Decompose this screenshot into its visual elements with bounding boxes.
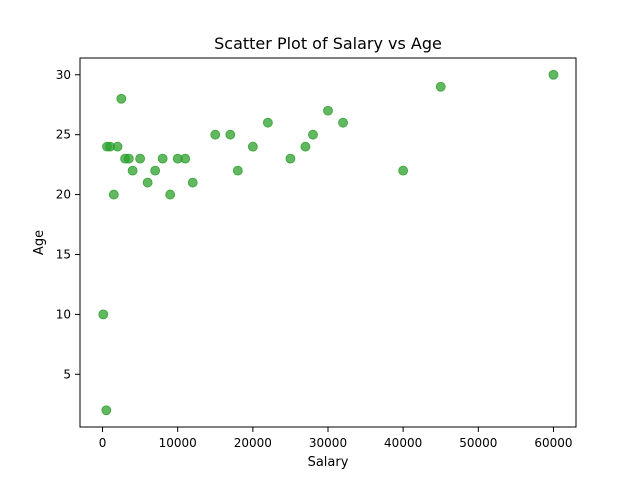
y-axis-label: Age (32, 230, 47, 255)
scatter-point (142, 177, 153, 188)
scatter-point (232, 165, 243, 176)
scatter-point (180, 153, 191, 164)
scatter-point (247, 141, 258, 152)
x-tick-label: 0 (99, 436, 107, 450)
x-axis-ticks: 0 10000 20000 30000 40000 50000 60000 (99, 427, 573, 450)
x-axis-label: Salary (308, 455, 349, 470)
scatter-point (135, 153, 146, 164)
scatter-point (210, 129, 221, 140)
scatter-point (187, 177, 198, 188)
scatter-point (308, 129, 318, 140)
plot-area-background (80, 58, 576, 427)
scatter-point (157, 153, 168, 164)
scatter-point (300, 141, 311, 152)
x-tick-label: 50000 (459, 436, 497, 450)
scatter-point (108, 189, 119, 200)
scatter-point (548, 69, 559, 80)
chart-title: Scatter Plot of Salary vs Age (214, 34, 442, 53)
x-tick-label: 10000 (159, 436, 197, 450)
scatter-point (165, 189, 176, 200)
scatter-point (150, 165, 161, 176)
scatter-point (285, 153, 296, 164)
scatter-point (123, 153, 134, 164)
y-tick-label: 15 (56, 247, 71, 261)
y-tick-label: 5 (63, 367, 71, 381)
x-tick-label: 30000 (309, 436, 347, 450)
y-tick-label: 25 (56, 128, 71, 142)
y-tick-label: 30 (56, 68, 71, 82)
scatter-point (225, 129, 236, 140)
y-tick-label: 20 (56, 188, 71, 202)
scatter-point (127, 165, 138, 176)
scatter-point (98, 309, 109, 320)
scatter-point (116, 93, 127, 104)
x-tick-label: 40000 (384, 436, 422, 450)
data-points-layer (98, 69, 559, 416)
scatter-point (112, 141, 123, 152)
x-tick-label: 20000 (234, 436, 272, 450)
plot-frame (79, 57, 577, 428)
y-axis-ticks: 5 10 15 20 25 30 (56, 68, 80, 381)
y-tick-label: 10 (56, 307, 71, 321)
scatter-point (435, 81, 446, 92)
scatter-point (101, 405, 112, 416)
scatter-point (323, 105, 333, 116)
scatter-point (338, 117, 348, 128)
x-tick-label: 60000 (534, 436, 572, 450)
scatter-point (262, 117, 273, 128)
scatter-point (398, 165, 409, 176)
